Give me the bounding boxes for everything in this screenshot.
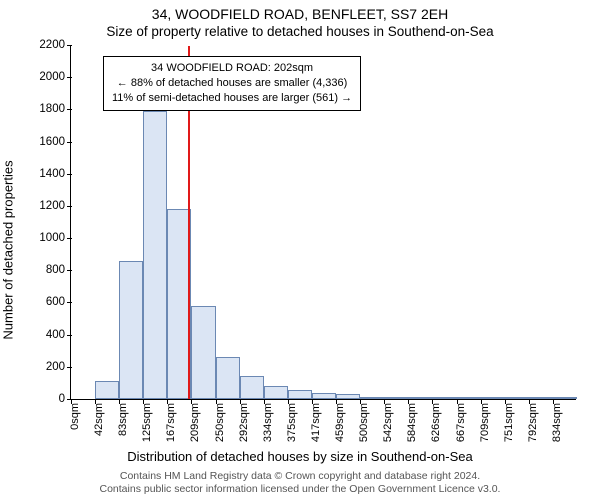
footer-line2: Contains public sector information licen… [100,483,501,495]
y-tick: 2200 [39,39,71,51]
y-tick: 1000 [39,232,71,244]
histogram-bar [143,111,167,399]
y-tick: 2000 [39,71,71,83]
x-tick: 292sqm [236,399,250,442]
chart-title-address: 34, WOODFIELD ROAD, BENFLEET, SS7 2EH [0,6,600,22]
y-tick: 1800 [39,103,71,115]
x-tick: 167sqm [163,399,177,442]
y-tick: 400 [46,329,71,341]
y-tick: 1200 [39,200,71,212]
x-tick: 417sqm [308,399,322,442]
x-tick: 334sqm [260,399,274,442]
annotation-box: 34 WOODFIELD ROAD: 202sqm← 88% of detach… [103,56,361,111]
footer-line1: Contains HM Land Registry data © Crown c… [120,470,480,482]
histogram-bar [119,261,143,399]
x-tick: 125sqm [139,399,153,442]
x-tick: 459sqm [332,399,346,442]
chart-title-desc: Size of property relative to detached ho… [0,24,600,39]
y-axis-label: Number of detached properties [1,160,16,339]
footer-attribution: Contains HM Land Registry data © Crown c… [0,470,600,496]
x-tick: 667sqm [453,399,467,442]
y-tick: 800 [46,264,71,276]
histogram-bar [264,386,288,399]
x-axis-label: Distribution of detached houses by size … [0,449,600,464]
y-tick: 600 [46,296,71,308]
x-tick: 626sqm [428,399,442,442]
x-tick: 709sqm [477,399,491,442]
histogram-bar [288,390,312,399]
x-tick: 584sqm [404,399,418,442]
annotation-line3: 11% of semi-detached houses are larger (… [112,91,352,106]
x-tick: 834sqm [549,399,563,442]
x-tick: 42sqm [91,399,105,436]
histogram-bar [95,381,119,399]
x-tick: 0sqm [67,399,81,430]
y-tick: 1400 [39,168,71,180]
histogram-bar [240,376,264,399]
x-tick: 792sqm [525,399,539,442]
histogram-bar [191,306,215,399]
annotation-line2: ← 88% of detached houses are smaller (4,… [112,76,352,91]
plot-area: 0200400600800100012001400160018002000220… [70,46,576,400]
x-tick: 250sqm [212,399,226,442]
x-tick: 83sqm [115,399,129,436]
y-tick: 200 [46,361,71,373]
x-tick: 500sqm [356,399,370,442]
histogram-bar [216,357,240,399]
x-tick: 751sqm [501,399,515,442]
y-tick: 1600 [39,136,71,148]
chart-container: 34, WOODFIELD ROAD, BENFLEET, SS7 2EH Si… [0,0,600,500]
annotation-line1: 34 WOODFIELD ROAD: 202sqm [112,61,352,76]
x-tick: 209sqm [187,399,201,442]
x-tick: 375sqm [284,399,298,442]
x-tick: 542sqm [380,399,394,442]
